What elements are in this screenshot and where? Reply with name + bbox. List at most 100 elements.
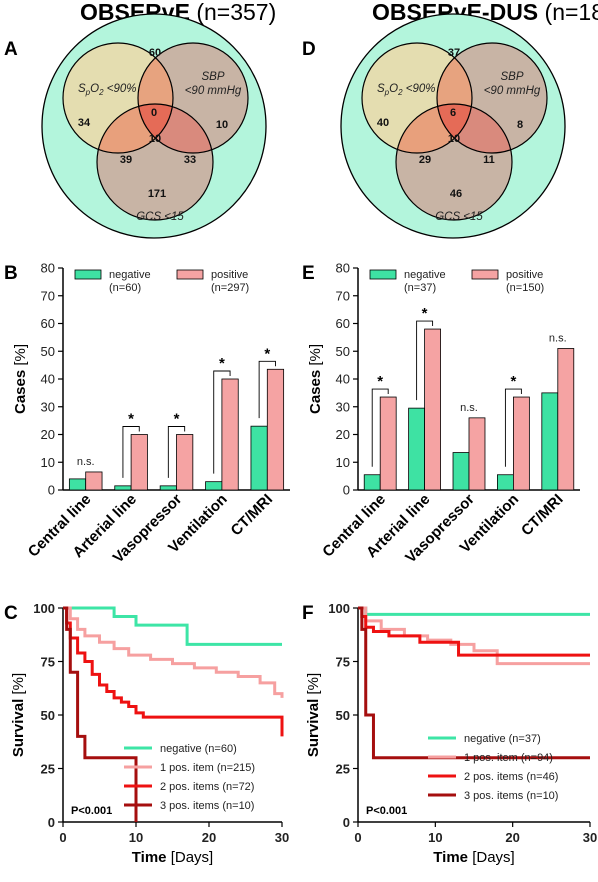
venn-a-spo2-gcs-overlap xyxy=(97,104,173,153)
chart-b-significance-bracket xyxy=(258,360,276,419)
chart-b-bar-negative xyxy=(68,478,87,491)
chart-b-y-label: Cases [%] xyxy=(12,344,29,414)
chart-f-legend-label: 2 pos. items (n=46) xyxy=(464,771,558,783)
chart-e-legend-count: (n=37) xyxy=(404,282,436,294)
chart-e-significance-bracket xyxy=(504,388,522,467)
venn-diagram-d: 37 40 8 6 10 29 11 46 SpO2 <90% SBP <90 … xyxy=(340,13,566,239)
chart-b-bar-positive xyxy=(130,434,148,491)
venn-d-gcs-label: GCS <15 xyxy=(435,211,483,223)
venn-d-spo2-only-count: 40 xyxy=(377,117,389,129)
chart-e-bar-negative xyxy=(497,474,514,491)
chart-c-y-label: Survival [%] xyxy=(10,673,27,757)
chart-e-bar-positive xyxy=(424,328,441,491)
chart-e-bar-negative xyxy=(541,392,559,491)
chart-f-legend-label: 3 pos. items (n=10) xyxy=(464,790,558,802)
chart-e-y-tick-label: 10 xyxy=(336,455,350,470)
venn-d-gcs-only-count: 46 xyxy=(450,188,462,200)
chart-b-y-tick-label: 70 xyxy=(41,288,55,303)
chart-c-survival-curve xyxy=(63,606,138,822)
chart-e-legend-label: negative xyxy=(404,269,446,281)
chart-c-legend-label: 3 pos. items (n=10) xyxy=(160,800,254,812)
chart-f-x-tick-label: 30 xyxy=(583,830,597,845)
venn-a-outside-count: 60 xyxy=(149,47,161,59)
chart-b-significance-label: * xyxy=(174,411,180,428)
venn-d-sbp-label-1: SBP xyxy=(500,71,523,83)
chart-b-y-tick-label: 10 xyxy=(41,455,55,470)
chart-b-bar-negative xyxy=(205,481,223,491)
venn-a-gcs-label: GCS <15 xyxy=(136,211,184,223)
venn-a-spo2-gcs-count: 39 xyxy=(120,154,132,166)
chart-e-bar-positive xyxy=(513,396,530,491)
chart-f-x-tick-label: 0 xyxy=(354,830,361,845)
chart-e-y-tick-label: 40 xyxy=(336,372,350,387)
chart-c-p-value: P<0.001 xyxy=(71,805,112,817)
venn-d-spo2-sbp-count: 6 xyxy=(450,107,456,119)
chart-c-y-tick-label: 100 xyxy=(33,601,55,616)
venn-a-sbp-label-1: SBP xyxy=(201,71,224,83)
venn-a-spo2-only-count: 34 xyxy=(78,117,91,129)
chart-e-bar-negative xyxy=(452,452,470,491)
chart-b-significance-label: * xyxy=(128,411,134,428)
chart-f-y-tick-label: 75 xyxy=(336,655,350,670)
panel-letter-e: E xyxy=(302,263,315,284)
chart-c-x-tick-label: 0 xyxy=(59,830,66,845)
venn-a-sbp-only-count: 10 xyxy=(216,119,228,131)
chart-f-legend-label: negative (n=37) xyxy=(464,733,541,745)
chart-b-legend-label: positive xyxy=(211,269,248,281)
venn-a-all-count: 10 xyxy=(149,133,161,145)
chart-b-significance-label: * xyxy=(219,355,225,372)
chart-f-survival-curve xyxy=(358,606,590,616)
left-title: OBSERvE (n=357) xyxy=(80,0,276,25)
chart-b-bar-positive xyxy=(221,378,239,491)
chart-b-legend-label: negative xyxy=(109,269,151,281)
venn-d-spo2-gcs-overlap xyxy=(396,104,472,153)
venn-a-sbp-gcs-count: 33 xyxy=(184,154,196,166)
venn-d-sbp-gcs-overlap xyxy=(437,104,512,153)
chart-b-significance-bracket xyxy=(213,370,231,474)
venn-d-spo2-label: SpO2 <90% xyxy=(377,83,435,97)
venn-d-outside-count: 37 xyxy=(448,47,460,59)
chart-f-y-tick-label: 50 xyxy=(336,708,350,723)
panel-letter-c: C xyxy=(4,603,18,624)
chart-c-x-tick-label: 20 xyxy=(202,830,216,845)
chart-e-y-tick-label: 70 xyxy=(336,288,350,303)
chart-e-y-tick-label: 0 xyxy=(343,483,350,498)
chart-f-x-tick-label: 10 xyxy=(428,830,442,845)
chart-b-y-tick-label: 0 xyxy=(48,483,55,498)
chart-e-legend-label: positive xyxy=(506,269,543,281)
chart-b-bar-negative xyxy=(250,425,268,491)
chart-c-x-tick-label: 30 xyxy=(275,830,289,845)
chart-f-y-tick-label: 25 xyxy=(336,762,350,777)
chart-b-y-tick-label: 20 xyxy=(41,427,55,442)
chart-e-legend-count: (n=150) xyxy=(506,282,544,294)
survival-chart-c: 0 25 50 75 100 0 10 20 30 Time [Days] Survival [%]… xyxy=(10,601,289,866)
venn-d-spo2-gcs-count: 29 xyxy=(419,154,431,166)
chart-b-category-label: CT/MRI xyxy=(228,491,277,540)
chart-e-category-label: CT/MRI xyxy=(518,491,567,540)
chart-e-significance-label: * xyxy=(377,373,383,390)
chart-e-bar-positive xyxy=(379,396,397,491)
chart-c-legend-label: negative (n=60) xyxy=(160,743,237,755)
venn-a-spo2-sbp-count: 0 xyxy=(151,107,157,119)
chart-b-legend-swatch xyxy=(74,269,102,280)
panel-letter-b: B xyxy=(4,263,18,284)
chart-f-legend-label: 1 pos. item (n=94) xyxy=(464,752,553,764)
chart-b-legend-count: (n=60) xyxy=(109,282,141,294)
venn-d-sbp-gcs-count: 11 xyxy=(483,154,495,166)
chart-e-y-tick-label: 30 xyxy=(336,399,350,414)
chart-c-y-tick-label: 25 xyxy=(41,762,55,777)
chart-b-y-tick-label: 80 xyxy=(41,261,55,276)
chart-c-x-label: Time [Days] xyxy=(132,849,213,866)
chart-e-bar-negative xyxy=(408,407,425,491)
left-title-n: (n=357) xyxy=(190,0,276,25)
venn-a-spo2-label: SpO2 <90% xyxy=(78,83,136,97)
chart-b-bar-positive xyxy=(266,368,285,491)
chart-b-bar-negative xyxy=(159,485,177,491)
chart-e-y-label: Cases [%] xyxy=(307,344,324,414)
chart-c-legend-label: 1 pos. item (n=215) xyxy=(160,762,255,774)
chart-f-y-label: Survival [%] xyxy=(305,673,322,757)
chart-e-y-tick-label: 20 xyxy=(336,427,350,442)
